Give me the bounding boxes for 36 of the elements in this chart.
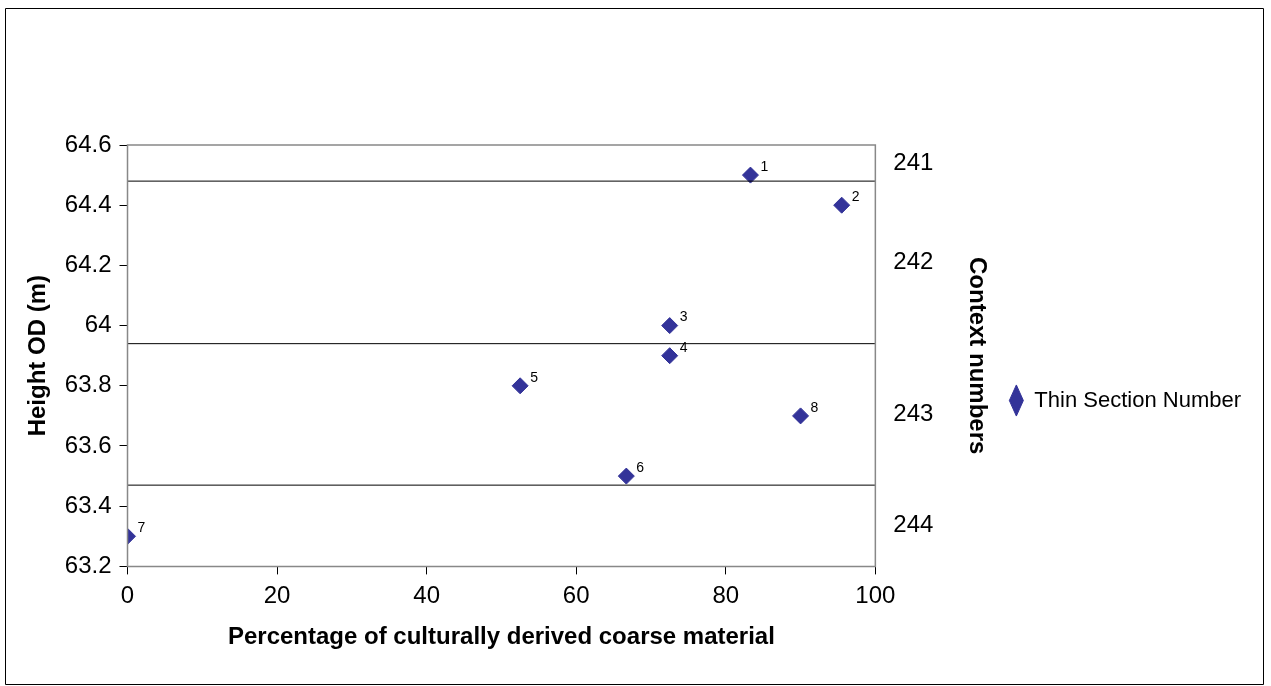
x-tick-label: 80 <box>712 581 740 609</box>
y-tick-label: 64 <box>84 310 112 338</box>
y-tick-label: 63.8 <box>64 370 112 398</box>
x-tick-label: 20 <box>263 581 291 609</box>
annotation: 5 <box>530 368 539 385</box>
annotation: 3 <box>679 308 688 325</box>
y-tick-label: 64.2 <box>64 250 112 278</box>
point <box>511 377 529 395</box>
text: 243 <box>893 399 934 427</box>
annotation: 7 <box>137 519 146 536</box>
y2-axis-title: Context numbers <box>965 257 993 455</box>
y-tick-label: 64.4 <box>64 189 112 217</box>
annotation: 8 <box>810 398 819 415</box>
text: 244 <box>893 510 934 538</box>
annotation: 6 <box>636 458 645 475</box>
x-tick-label: 0 <box>120 581 135 609</box>
x-tick-label: 40 <box>413 581 440 609</box>
x-axis-title: Percentage of culturally derived coarse material <box>227 622 775 650</box>
text: 241 <box>893 147 934 175</box>
text: 242 <box>893 247 934 275</box>
point <box>741 166 759 184</box>
annotation: 2 <box>851 188 860 205</box>
x-tick-label: 100 <box>855 581 896 609</box>
x-tick-label: 60 <box>562 581 590 609</box>
point <box>661 347 679 365</box>
y-axis-title: Height OD (m) <box>23 275 51 437</box>
y-tick-label: 63.4 <box>64 490 112 518</box>
y-tick-label: 63.2 <box>64 551 112 579</box>
point <box>661 317 679 335</box>
y-tick-label: 64.6 <box>64 129 112 157</box>
point <box>617 467 635 485</box>
point <box>833 196 851 214</box>
y-tick-label: 63.6 <box>64 430 112 458</box>
annotation: 1 <box>760 157 769 174</box>
legend-label: Thin Section Number <box>1034 386 1242 412</box>
point <box>792 407 810 425</box>
